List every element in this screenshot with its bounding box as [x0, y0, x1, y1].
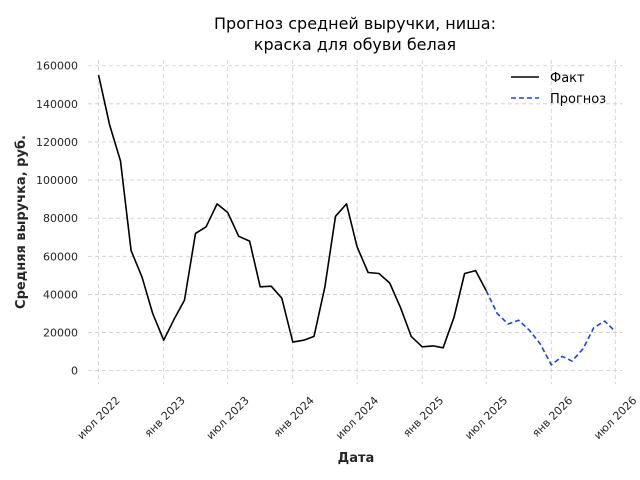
y-tick-label: 60000: [43, 250, 78, 263]
legend-label-forecast: Прогноз: [550, 92, 606, 107]
x-tick-label: янв 2024: [271, 394, 317, 440]
x-tick-label: июл 2026: [591, 394, 639, 442]
legend: Факт Прогноз: [511, 71, 606, 107]
y-axis-ticks: 0 20000 40000 60000 80000 100000 120000 140000 1…: [36, 60, 78, 378]
series-layer: [97, 75, 616, 366]
x-tick-label: янв 2023: [142, 394, 188, 440]
x-axis-label: Дата: [338, 451, 375, 466]
grid: [88, 60, 622, 384]
y-axis-label: Средняя выручка, руб.: [14, 135, 29, 309]
y-tick-label: 0: [71, 365, 78, 378]
y-tick-label: 160000: [36, 60, 78, 73]
chart-title-line-2: краска для обуви белая: [254, 35, 456, 54]
x-tick-label: июл 2025: [462, 394, 510, 442]
y-tick-label: 40000: [43, 288, 78, 301]
series-line-fact: [97, 75, 487, 349]
x-tick-label: янв 2026: [530, 394, 576, 440]
x-tick-label: янв 2025: [400, 394, 446, 440]
y-tick-label: 140000: [36, 98, 78, 111]
chart-title-line-1: Прогноз средней выручки, ниша:: [214, 14, 496, 33]
y-tick-label: 80000: [43, 212, 78, 225]
x-tick-label: июл 2022: [75, 394, 123, 442]
series-line-forecast: [485, 290, 616, 366]
y-tick-label: 120000: [36, 136, 78, 149]
x-axis-ticks: июл 2022 янв 2023 июл 2023 янв 2024 июл 2024…: [75, 394, 640, 442]
legend-label-fact: Факт: [550, 71, 585, 86]
x-tick-label: июл 2023: [204, 394, 252, 442]
y-tick-label: 100000: [36, 174, 78, 187]
y-tick-label: 20000: [43, 327, 78, 340]
x-tick-label: июл 2024: [333, 394, 381, 442]
